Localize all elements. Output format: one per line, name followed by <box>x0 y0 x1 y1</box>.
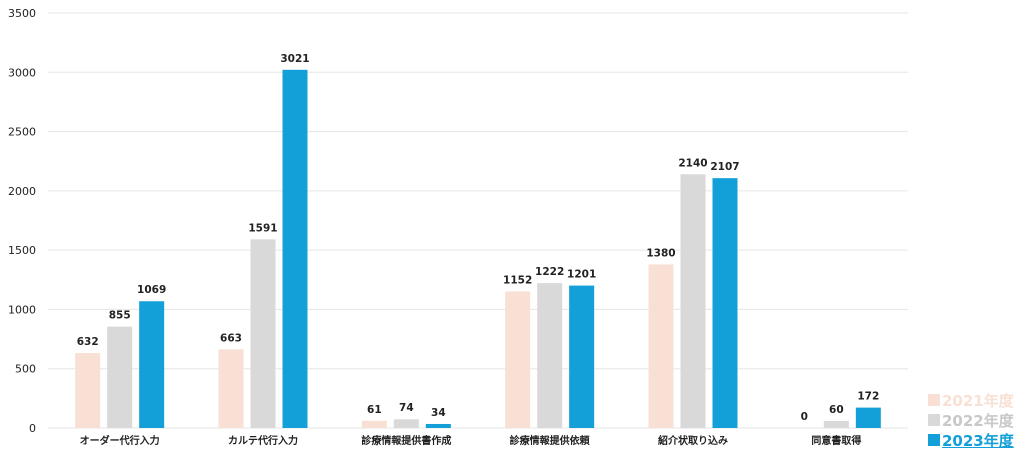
bar <box>393 419 419 428</box>
data-label: 0 <box>801 411 808 423</box>
bar <box>712 178 738 428</box>
bar <box>361 420 387 428</box>
x-tick-label: 診療情報提供書作成 <box>361 434 451 447</box>
data-label: 60 <box>829 404 844 416</box>
legend-label-2023: 2023年度 <box>942 431 1014 450</box>
bar <box>648 264 674 428</box>
bar <box>250 239 276 428</box>
bar <box>823 420 849 428</box>
data-label: 855 <box>109 310 131 322</box>
y-tick-label: 1000 <box>8 303 36 316</box>
data-label: 1069 <box>137 284 166 296</box>
data-label: 61 <box>367 404 382 416</box>
bar <box>505 291 531 428</box>
bar <box>139 301 165 428</box>
data-label: 1201 <box>567 269 596 281</box>
data-label: 3021 <box>280 53 309 65</box>
x-tick-label: 紹介状取り込み <box>658 434 728 447</box>
bar <box>425 423 451 428</box>
x-tick-label: 診療情報提供依頼 <box>510 434 591 447</box>
legend-item-2021: 2021年度 <box>928 390 1014 410</box>
legend: 2021年度 2022年度 2023年度 <box>928 390 1014 450</box>
y-tick-label: 500 <box>15 363 36 376</box>
x-tick-label: 同意書取得 <box>811 434 861 447</box>
bar <box>75 353 101 428</box>
bar <box>107 326 133 428</box>
data-label: 34 <box>431 407 446 419</box>
bar <box>218 349 244 428</box>
legend-item-2022: 2022年度 <box>928 410 1014 430</box>
y-axis: 0 500 1000 1500 2000 2500 3000 3500 <box>8 7 36 435</box>
bar <box>282 69 308 428</box>
y-tick-label: 2000 <box>8 185 36 198</box>
bar <box>569 285 595 428</box>
y-tick-label: 3500 <box>8 7 36 20</box>
data-label: 172 <box>857 391 879 403</box>
data-label: 1380 <box>646 247 675 259</box>
data-label: 663 <box>220 332 242 344</box>
data-label: 2140 <box>678 157 707 169</box>
data-label: 74 <box>399 402 414 414</box>
y-tick-label: 2500 <box>8 126 36 139</box>
gridlines <box>48 12 908 429</box>
x-axis: オーダー代行入力 カルテ代行入力 診療情報提供書作成 診療情報提供依頼 紹介状取り込み 同… <box>80 434 862 447</box>
y-tick-label: 1500 <box>8 244 36 257</box>
legend-swatch-2022 <box>928 414 940 426</box>
x-tick-label: カルテ代行入力 <box>228 434 298 447</box>
x-tick-label: オーダー代行入力 <box>80 434 160 447</box>
y-tick-label: 0 <box>29 422 36 435</box>
legend-label-2022: 2022年度 <box>942 411 1014 430</box>
data-label: 1222 <box>535 266 564 278</box>
bar <box>537 283 563 428</box>
legend-label-2021: 2021年度 <box>942 391 1014 410</box>
data-label: 1591 <box>248 222 277 234</box>
bars <box>75 69 881 428</box>
data-label: 632 <box>77 336 99 348</box>
data-label: 1152 <box>503 274 532 286</box>
data-label: 2107 <box>710 161 739 173</box>
legend-swatch-2023 <box>928 434 940 446</box>
bar <box>680 174 706 428</box>
legend-swatch-2021 <box>928 394 940 406</box>
bar <box>855 407 881 428</box>
y-tick-label: 3000 <box>8 66 36 79</box>
legend-item-2023: 2023年度 <box>928 430 1014 450</box>
